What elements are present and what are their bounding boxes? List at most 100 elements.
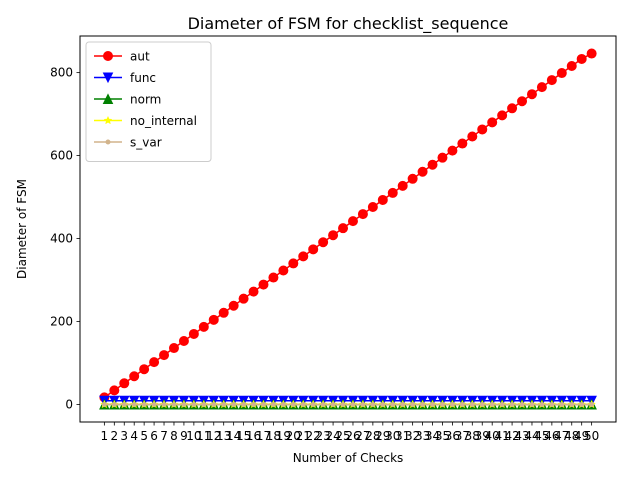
legend-label-s_var: s_var xyxy=(130,136,162,150)
x-tick-label: 42 xyxy=(504,429,519,443)
data-point-aut xyxy=(357,209,368,220)
x-tick-label: 45 xyxy=(534,429,549,443)
x-tick-label: 38 xyxy=(465,429,480,443)
x-tick-label: 47 xyxy=(554,429,569,443)
legend-box xyxy=(85,41,212,162)
x-tick-label: 3 xyxy=(120,429,128,443)
x-tick-label: 39 xyxy=(475,429,490,443)
data-point-aut xyxy=(447,145,458,156)
series-func xyxy=(99,395,597,407)
x-tick-label: 17 xyxy=(256,429,271,443)
data-point-aut xyxy=(218,307,229,318)
data-point-s_var xyxy=(439,401,445,407)
data-point-aut xyxy=(119,378,130,389)
x-tick-label: 43 xyxy=(514,429,529,443)
data-point-aut xyxy=(298,251,309,262)
data-point-aut xyxy=(109,385,120,396)
data-point-aut xyxy=(497,110,508,121)
x-tick-label: 10 xyxy=(186,429,201,443)
data-point-s_var xyxy=(479,401,485,407)
data-point-aut xyxy=(268,272,279,283)
x-tick-label: 13 xyxy=(216,429,231,443)
x-tick-label: 28 xyxy=(365,429,380,443)
x-tick-label: 35 xyxy=(435,429,450,443)
data-point-s_var xyxy=(181,401,187,407)
data-point-aut xyxy=(278,265,289,276)
y-tick-label: 200 xyxy=(50,314,73,328)
data-point-aut xyxy=(526,89,537,100)
data-point-aut xyxy=(338,223,349,234)
data-point-aut xyxy=(318,237,329,248)
x-tick-label: 8 xyxy=(170,429,178,443)
data-point-s_var xyxy=(539,401,545,407)
data-point-aut xyxy=(238,293,249,304)
x-tick-label: 22 xyxy=(306,429,321,443)
x-axis-label: Number of Checks xyxy=(293,451,404,465)
data-point-s_var xyxy=(320,401,326,407)
data-point-s_var xyxy=(330,401,336,407)
data-point-s_var xyxy=(280,401,286,407)
legend-label-func: func xyxy=(130,71,156,85)
data-point-s_var xyxy=(231,401,237,407)
data-point-aut xyxy=(308,244,319,255)
legend-marker-no_internal xyxy=(103,115,113,125)
data-point-s_var xyxy=(569,401,575,407)
data-point-aut xyxy=(417,166,428,177)
data-point-s_var xyxy=(449,401,455,407)
data-point-s_var xyxy=(310,401,316,407)
x-tick-label: 34 xyxy=(425,429,440,443)
data-point-aut xyxy=(188,328,199,339)
data-point-s_var xyxy=(201,401,207,407)
data-point-aut xyxy=(129,371,140,382)
x-tick-label: 12 xyxy=(206,429,221,443)
x-tick-label: 33 xyxy=(415,429,430,443)
data-point-s_var xyxy=(211,401,217,407)
x-tick-label: 41 xyxy=(494,429,509,443)
series-aut xyxy=(99,48,597,403)
data-point-aut xyxy=(576,53,587,64)
data-point-s_var xyxy=(489,401,495,407)
legend-label-aut: aut xyxy=(130,50,150,64)
x-tick-label: 32 xyxy=(405,429,420,443)
legend-marker-norm xyxy=(102,93,114,104)
data-point-aut xyxy=(477,124,488,135)
data-point-s_var xyxy=(579,401,585,407)
x-tick-label: 24 xyxy=(325,429,340,443)
data-point-s_var xyxy=(131,401,137,407)
data-point-s_var xyxy=(290,401,296,407)
data-point-s_var xyxy=(509,401,515,407)
data-point-aut xyxy=(487,117,498,128)
legend-marker-s_var xyxy=(105,139,111,145)
legend-marker-func xyxy=(102,72,114,84)
x-tick-label: 29 xyxy=(375,429,390,443)
data-point-s_var xyxy=(101,401,107,407)
series-s_var xyxy=(101,401,595,407)
data-point-s_var xyxy=(251,401,257,407)
x-tick-label: 9 xyxy=(180,429,188,443)
x-tick-label: 7 xyxy=(160,429,168,443)
data-point-aut xyxy=(546,75,557,86)
data-point-s_var xyxy=(221,401,227,407)
data-point-s_var xyxy=(270,401,276,407)
data-point-aut xyxy=(168,343,179,354)
data-point-aut xyxy=(586,48,597,59)
x-tick-label: 5 xyxy=(140,429,148,443)
data-point-s_var xyxy=(370,401,376,407)
x-tick-label: 20 xyxy=(286,429,301,443)
x-tick-label: 11 xyxy=(196,429,211,443)
data-point-aut xyxy=(328,230,339,241)
data-point-s_var xyxy=(559,401,565,407)
data-point-s_var xyxy=(141,401,147,407)
x-tick-label: 36 xyxy=(445,429,460,443)
x-tick-label: 18 xyxy=(266,429,281,443)
data-point-aut xyxy=(517,96,528,107)
chart-title: Diameter of FSM for checklist_sequence xyxy=(188,14,509,34)
x-tick-label: 4 xyxy=(130,429,138,443)
data-point-aut xyxy=(556,68,567,79)
data-point-s_var xyxy=(499,401,505,407)
legend-marker-aut xyxy=(103,51,113,61)
x-tick-label: 46 xyxy=(544,429,559,443)
x-tick-label: 15 xyxy=(236,429,251,443)
data-point-aut xyxy=(457,138,468,149)
x-tick-label: 49 xyxy=(574,429,589,443)
